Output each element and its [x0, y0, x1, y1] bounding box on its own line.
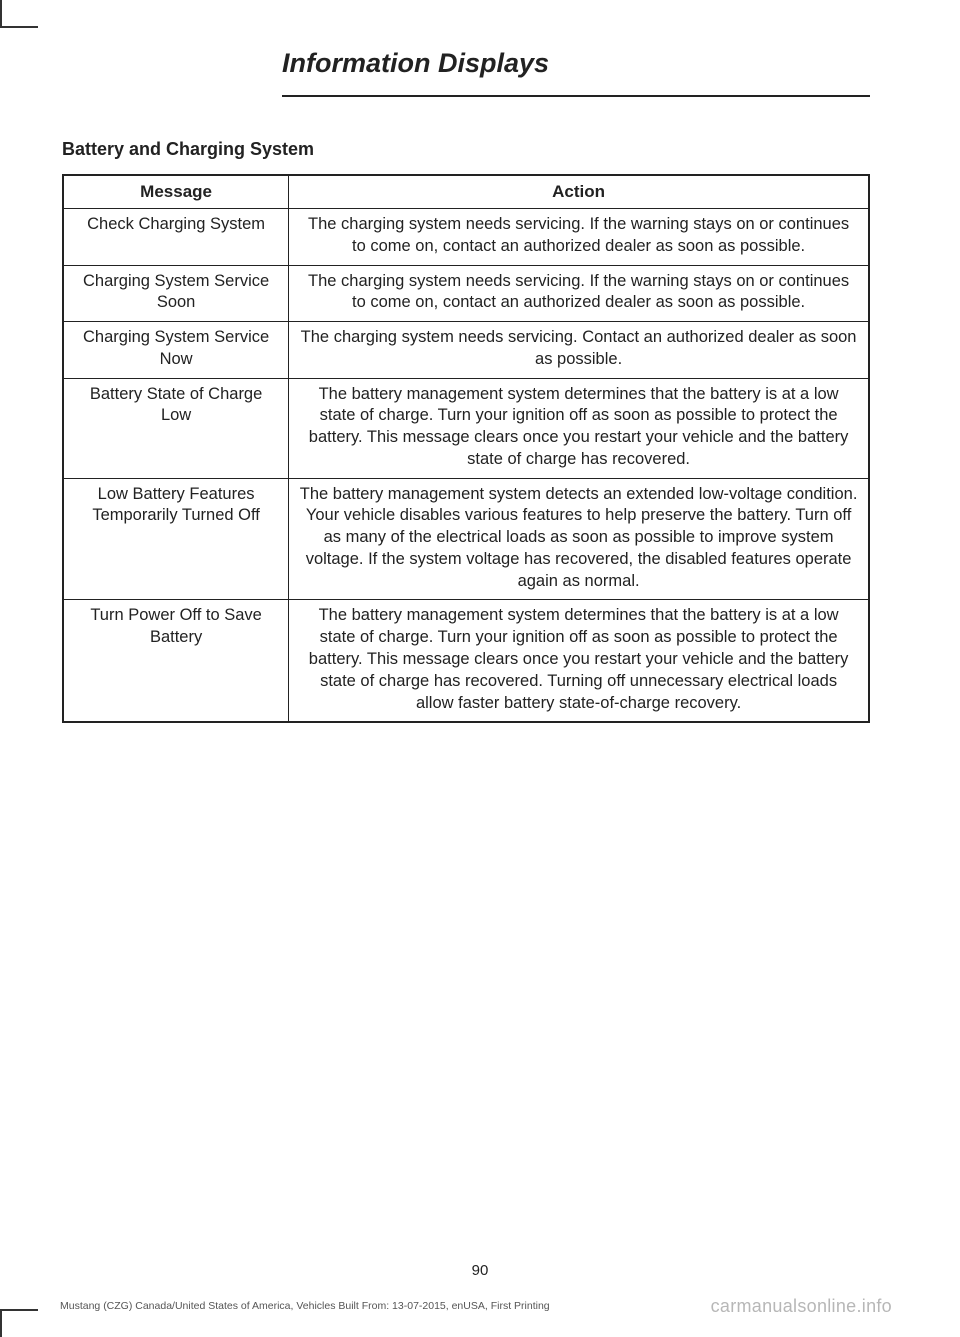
crop-mark-bottom-left — [0, 1309, 38, 1337]
header-action: Action — [289, 175, 869, 209]
table-row: Check Charging System The charging syste… — [63, 209, 869, 266]
section-title: Battery and Charging System — [62, 139, 870, 160]
cell-action: The battery management system detects an… — [289, 478, 869, 600]
cell-action: The battery management system determines… — [289, 600, 869, 722]
footer-left-text: Mustang (CZG) Canada/United States of Am… — [60, 1300, 550, 1312]
cell-action: The charging system needs servicing. If … — [289, 265, 869, 322]
table-row: Charging System Service Now The charging… — [63, 322, 869, 379]
table-row: Turn Power Off to Save Battery The batte… — [63, 600, 869, 722]
crop-mark-top-left — [0, 0, 38, 28]
cell-action: The charging system needs servicing. If … — [289, 209, 869, 266]
header-message: Message — [63, 175, 289, 209]
page-number: 90 — [0, 1262, 960, 1279]
footer-right-watermark: carmanualsonline.info — [711, 1296, 892, 1317]
cell-message: Check Charging System — [63, 209, 289, 266]
cell-message: Low Battery Features Temporarily Turned … — [63, 478, 289, 600]
cell-action: The charging system needs servicing. Con… — [289, 322, 869, 379]
battery-charging-table: Message Action Check Charging System The… — [62, 174, 870, 723]
cell-message: Charging System Service Soon — [63, 265, 289, 322]
chapter-title: Information Displays — [282, 48, 870, 97]
cell-action: The battery management system determines… — [289, 378, 869, 478]
table-header-row: Message Action — [63, 175, 869, 209]
cell-message: Charging System Service Now — [63, 322, 289, 379]
table-row: Battery State of Charge Low The battery … — [63, 378, 869, 478]
cell-message: Battery State of Charge Low — [63, 378, 289, 478]
table-row: Low Battery Features Temporarily Turned … — [63, 478, 869, 600]
table-row: Charging System Service Soon The chargin… — [63, 265, 869, 322]
cell-message: Turn Power Off to Save Battery — [63, 600, 289, 722]
page-content: Information Displays Battery and Chargin… — [0, 0, 960, 723]
